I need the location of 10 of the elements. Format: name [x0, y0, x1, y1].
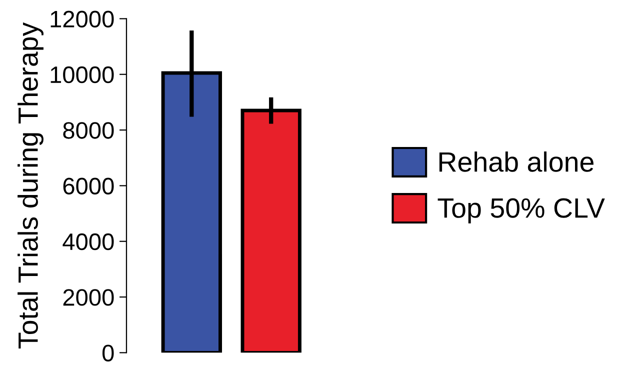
y-tick-label: 8000 — [63, 122, 114, 139]
y-tick-label: 4000 — [62, 233, 114, 250]
y-tick-label: 12000 — [50, 10, 114, 28]
legend-label: Rehab alone — [439, 151, 594, 172]
y-tick-label: 2000 — [63, 289, 114, 306]
legend-label: Top 50% CLV — [438, 198, 605, 224]
y-tick-label: 10000 — [50, 66, 114, 84]
y-tick-label: 0 — [102, 344, 114, 362]
y-tick-label: 6000 — [63, 178, 114, 194]
y-axis-title: Total Trials during Therapy — [18, 22, 44, 348]
